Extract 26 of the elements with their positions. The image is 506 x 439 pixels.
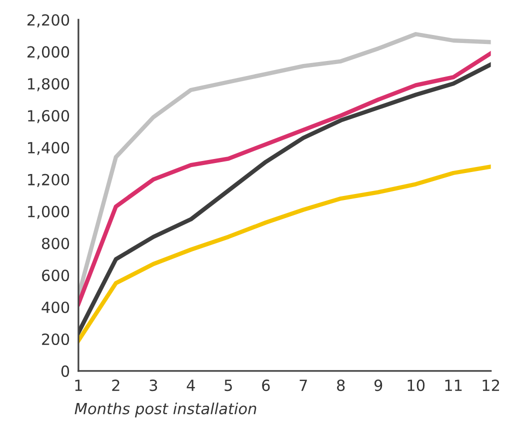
x-tick-label: 9 — [374, 380, 382, 392]
x-tick-label: 3 — [150, 380, 158, 392]
y-tick-label: 1,400 — [28, 142, 70, 156]
x-tick-label: 2 — [112, 380, 120, 391]
y-tick-label: 600 — [42, 270, 70, 282]
x-tick-label: 11 — [445, 380, 462, 391]
x-tick-label: 5 — [224, 380, 232, 392]
y-tick-label: 2,000 — [27, 46, 70, 60]
x-axis-title: Months post installation — [74, 402, 256, 418]
x-tick-label: 1 — [75, 380, 82, 391]
x-tick-label: 12 — [482, 380, 500, 391]
y-tick-label: 1,200 — [28, 174, 70, 187]
x-tick-label: 10 — [408, 380, 425, 392]
y-tick-label: 1,600 — [28, 110, 70, 124]
y-tick-label: 0 — [61, 365, 70, 377]
y-tick-label: 1,800 — [28, 78, 70, 92]
x-tick-label: 7 — [300, 380, 307, 391]
y-tick-label: 800 — [42, 238, 70, 250]
y-tick-label: 1,000 — [28, 206, 70, 219]
x-tick-label: 4 — [186, 380, 195, 391]
y-tick-label: 200 — [42, 333, 70, 346]
y-tick-label: 400 — [42, 302, 70, 314]
y-tick-label: 2,200 — [27, 14, 70, 28]
x-tick-label: 6 — [262, 380, 270, 392]
line-series — [78, 164, 491, 343]
x-tick-label: 8 — [337, 380, 345, 392]
